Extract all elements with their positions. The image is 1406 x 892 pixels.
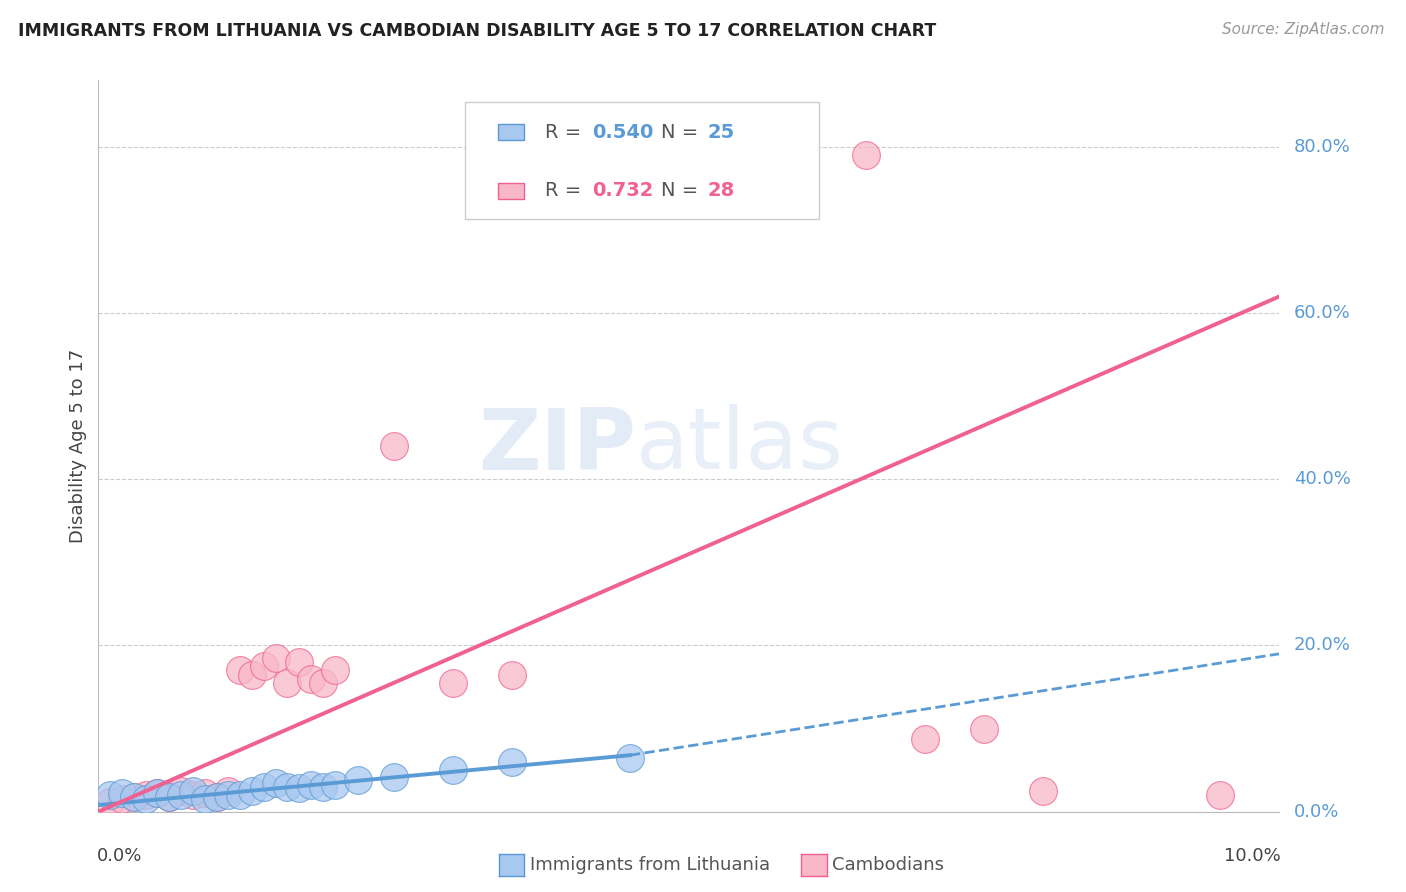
Point	[181, 788, 204, 802]
Point	[146, 787, 169, 801]
Text: 28: 28	[707, 181, 735, 200]
Point	[157, 789, 180, 804]
Point	[914, 731, 936, 746]
Text: Cambodians: Cambodians	[832, 856, 945, 874]
Text: N =: N =	[661, 181, 704, 200]
Point	[264, 651, 287, 665]
Point	[973, 722, 995, 736]
Point	[288, 655, 311, 669]
FancyBboxPatch shape	[498, 124, 523, 140]
Y-axis label: Disability Age 5 to 17: Disability Age 5 to 17	[69, 349, 87, 543]
Text: R =: R =	[546, 181, 588, 200]
Point	[135, 792, 157, 806]
FancyBboxPatch shape	[464, 103, 818, 219]
Point	[194, 792, 217, 806]
Point	[441, 676, 464, 690]
Point	[441, 763, 464, 777]
Point	[229, 664, 252, 678]
Text: IMMIGRANTS FROM LITHUANIA VS CAMBODIAN DISABILITY AGE 5 TO 17 CORRELATION CHART: IMMIGRANTS FROM LITHUANIA VS CAMBODIAN D…	[18, 22, 936, 40]
Point	[98, 795, 121, 809]
FancyBboxPatch shape	[498, 183, 523, 199]
Point	[855, 148, 877, 162]
Text: N =: N =	[661, 123, 704, 142]
Point	[181, 784, 204, 798]
Point	[122, 789, 145, 804]
Point	[323, 664, 346, 678]
Point	[264, 775, 287, 789]
Point	[276, 780, 298, 794]
Point	[312, 780, 335, 794]
Point	[170, 788, 193, 802]
Point	[347, 773, 370, 788]
Point	[253, 659, 276, 673]
Point	[619, 750, 641, 764]
Text: 10.0%: 10.0%	[1223, 847, 1281, 865]
Point	[135, 788, 157, 802]
Point	[501, 667, 523, 681]
Point	[194, 787, 217, 801]
Point	[299, 778, 322, 792]
Point	[382, 770, 405, 784]
Text: 0.540: 0.540	[592, 123, 654, 142]
Point	[288, 781, 311, 796]
Point	[157, 789, 180, 804]
Text: Immigrants from Lithuania: Immigrants from Lithuania	[530, 856, 770, 874]
Point	[382, 439, 405, 453]
Point	[122, 789, 145, 804]
Point	[98, 788, 121, 802]
Point	[205, 789, 228, 804]
Point	[229, 788, 252, 802]
Point	[312, 676, 335, 690]
Text: 25: 25	[707, 123, 735, 142]
Point	[146, 787, 169, 801]
Text: 0.0%: 0.0%	[97, 847, 142, 865]
Point	[1032, 784, 1054, 798]
Text: R =: R =	[546, 123, 588, 142]
Point	[253, 780, 276, 794]
Text: 0.0%: 0.0%	[1294, 803, 1339, 821]
Point	[276, 676, 298, 690]
Point	[323, 778, 346, 792]
Text: 20.0%: 20.0%	[1294, 637, 1351, 655]
Text: 40.0%: 40.0%	[1294, 470, 1351, 488]
Point	[1209, 788, 1232, 802]
Point	[217, 788, 239, 802]
Point	[501, 755, 523, 769]
Point	[240, 667, 263, 681]
Point	[170, 784, 193, 798]
Point	[299, 672, 322, 686]
Text: Source: ZipAtlas.com: Source: ZipAtlas.com	[1222, 22, 1385, 37]
Point	[240, 784, 263, 798]
Text: 0.732: 0.732	[592, 181, 654, 200]
Text: ZIP: ZIP	[478, 404, 636, 488]
Text: 60.0%: 60.0%	[1294, 304, 1350, 322]
Text: atlas: atlas	[636, 404, 844, 488]
Point	[217, 784, 239, 798]
Point	[111, 787, 134, 801]
Point	[111, 792, 134, 806]
Text: 80.0%: 80.0%	[1294, 137, 1350, 156]
Point	[205, 789, 228, 804]
